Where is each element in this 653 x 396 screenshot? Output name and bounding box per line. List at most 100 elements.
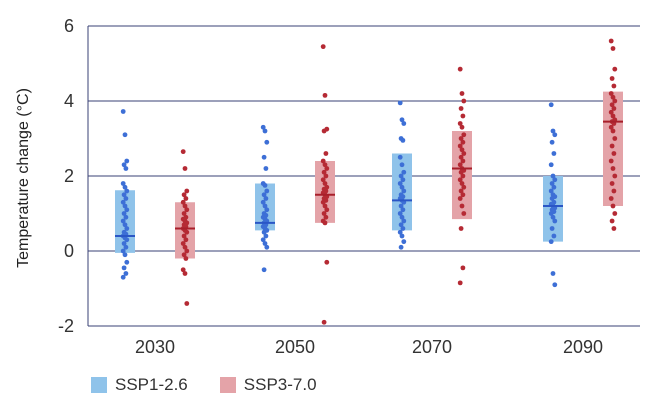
point-ssp3-2070-20	[457, 177, 463, 183]
point-ssp1-2030-15	[120, 218, 126, 224]
point-ssp3-2090-27	[612, 211, 618, 216]
point-ssp3-2030-6	[182, 203, 188, 209]
point-ssp3-2070-21	[459, 181, 465, 186]
point-ssp3-2030-5	[180, 199, 186, 205]
point-ssp1-2090-0	[548, 102, 554, 108]
point-ssp1-2070-21	[399, 214, 405, 220]
point-ssp1-2050-28	[261, 267, 267, 273]
point-ssp3-2070-14	[460, 158, 466, 164]
point-ssp1-2070-2	[401, 121, 407, 126]
point-ssp3-2030-7	[184, 207, 190, 213]
point-ssp1-2070-18	[398, 203, 404, 209]
point-ssp1-2070-22	[401, 218, 407, 224]
point-ssp1-2030-24	[123, 244, 129, 250]
point-ssp3-2090-9	[611, 106, 617, 111]
y-tick-label-2: 2	[64, 166, 74, 186]
point-ssp1-2090-21	[550, 214, 556, 220]
point-ssp3-2090-4	[611, 83, 617, 89]
point-ssp3-2090-21	[610, 166, 616, 171]
point-ssp1-2050-4	[263, 166, 269, 171]
point-ssp3-2050-8	[321, 169, 327, 175]
point-ssp1-2030-16	[122, 222, 128, 228]
point-ssp3-2030-26	[182, 271, 188, 276]
point-ssp3-2070-4	[460, 113, 466, 119]
point-ssp3-2090-29	[611, 226, 617, 231]
point-ssp1-2090-27	[552, 282, 558, 288]
point-ssp3-2030-22	[184, 248, 190, 254]
point-ssp3-2050-28	[321, 319, 327, 325]
point-ssp1-2070-7	[401, 169, 407, 175]
point-ssp3-2070-9	[460, 139, 466, 145]
point-ssp3-2090-16	[610, 128, 616, 134]
point-ssp1-2050-10	[260, 199, 266, 205]
legend-item-ssp3: SSP3-7.0	[219, 375, 317, 395]
point-ssp3-2090-26	[610, 203, 616, 209]
point-ssp3-2030-0	[180, 149, 186, 155]
point-ssp1-2050-11	[262, 203, 268, 209]
point-ssp3-2090-5	[608, 91, 614, 96]
point-ssp3-2030-4	[183, 196, 189, 201]
point-ssp3-2090-11	[610, 113, 616, 119]
point-ssp3-2030-20	[180, 241, 186, 246]
point-ssp1-2030-23	[121, 241, 127, 246]
point-ssp3-2070-27	[461, 211, 467, 216]
point-ssp3-2090-23	[609, 181, 615, 186]
point-ssp1-2070-9	[400, 177, 406, 183]
point-ssp1-2030-1	[122, 132, 128, 138]
point-ssp1-2030-30	[120, 274, 126, 280]
legend-label-ssp1: SSP1-2.6	[115, 375, 188, 394]
point-ssp3-2050-10	[320, 177, 326, 183]
point-ssp3-2090-17	[612, 136, 618, 141]
point-ssp1-2070-19	[400, 207, 406, 213]
point-ssp1-2030-11	[122, 203, 128, 209]
point-ssp3-2050-26	[322, 220, 328, 226]
point-ssp1-2030-12	[124, 207, 130, 213]
point-ssp1-2030-4	[123, 166, 129, 171]
point-ssp3-2070-2	[461, 98, 467, 104]
point-ssp3-2070-26	[459, 203, 465, 209]
point-ssp1-2050-8	[261, 192, 267, 198]
point-ssp1-2050-9	[263, 196, 269, 201]
legend-swatch-ssp3	[219, 377, 236, 393]
point-ssp3-2030-23	[181, 252, 187, 258]
point-ssp3-2030-8	[181, 211, 187, 216]
point-ssp1-2050-23	[261, 229, 267, 235]
legend: SSP1-2.6 SSP3-7.0	[91, 375, 339, 395]
point-ssp3-2030-19	[183, 237, 189, 243]
point-ssp3-2030-2	[184, 188, 190, 194]
x-tick-label-2050: 2050	[275, 337, 315, 357]
point-ssp3-2090-18	[609, 143, 615, 149]
legend-swatch-ssp1	[91, 377, 107, 393]
point-ssp1-2070-26	[399, 233, 405, 239]
point-ssp3-2090-15	[608, 124, 614, 130]
point-ssp3-2030-18	[181, 233, 187, 239]
point-ssp1-2030-14	[123, 214, 129, 220]
point-ssp3-2090-20	[608, 158, 614, 164]
point-ssp3-2070-24	[460, 192, 466, 198]
point-ssp1-2030-0	[120, 109, 126, 114]
point-ssp3-2050-4	[323, 151, 329, 156]
point-ssp3-2050-23	[321, 211, 327, 216]
point-ssp3-2050-5	[320, 158, 326, 164]
point-ssp1-2030-9	[123, 196, 129, 201]
point-ssp3-2070-25	[457, 196, 463, 201]
point-ssp1-2090-10	[548, 188, 554, 194]
point-ssp3-2070-30	[457, 280, 463, 286]
point-ssp1-2070-24	[400, 226, 406, 231]
point-ssp1-2090-8	[549, 181, 555, 186]
point-ssp1-2030-7	[124, 188, 130, 194]
point-ssp3-2090-1	[610, 46, 616, 51]
point-ssp3-2090-2	[612, 66, 618, 72]
point-ssp3-2030-3	[181, 192, 187, 198]
point-ssp3-2070-7	[461, 132, 467, 138]
point-ssp1-2070-6	[399, 162, 405, 168]
point-ssp3-2030-21	[182, 244, 188, 250]
y-tick-label-0: 0	[64, 241, 74, 261]
point-ssp3-2030-1	[182, 166, 188, 171]
point-ssp1-2030-29	[123, 271, 129, 276]
point-ssp3-2090-10	[608, 109, 614, 115]
y-tick-label-4: 4	[64, 91, 74, 111]
point-ssp1-2050-25	[260, 237, 266, 243]
point-ssp1-2070-4	[400, 137, 406, 143]
point-ssp1-2030-25	[120, 248, 126, 254]
